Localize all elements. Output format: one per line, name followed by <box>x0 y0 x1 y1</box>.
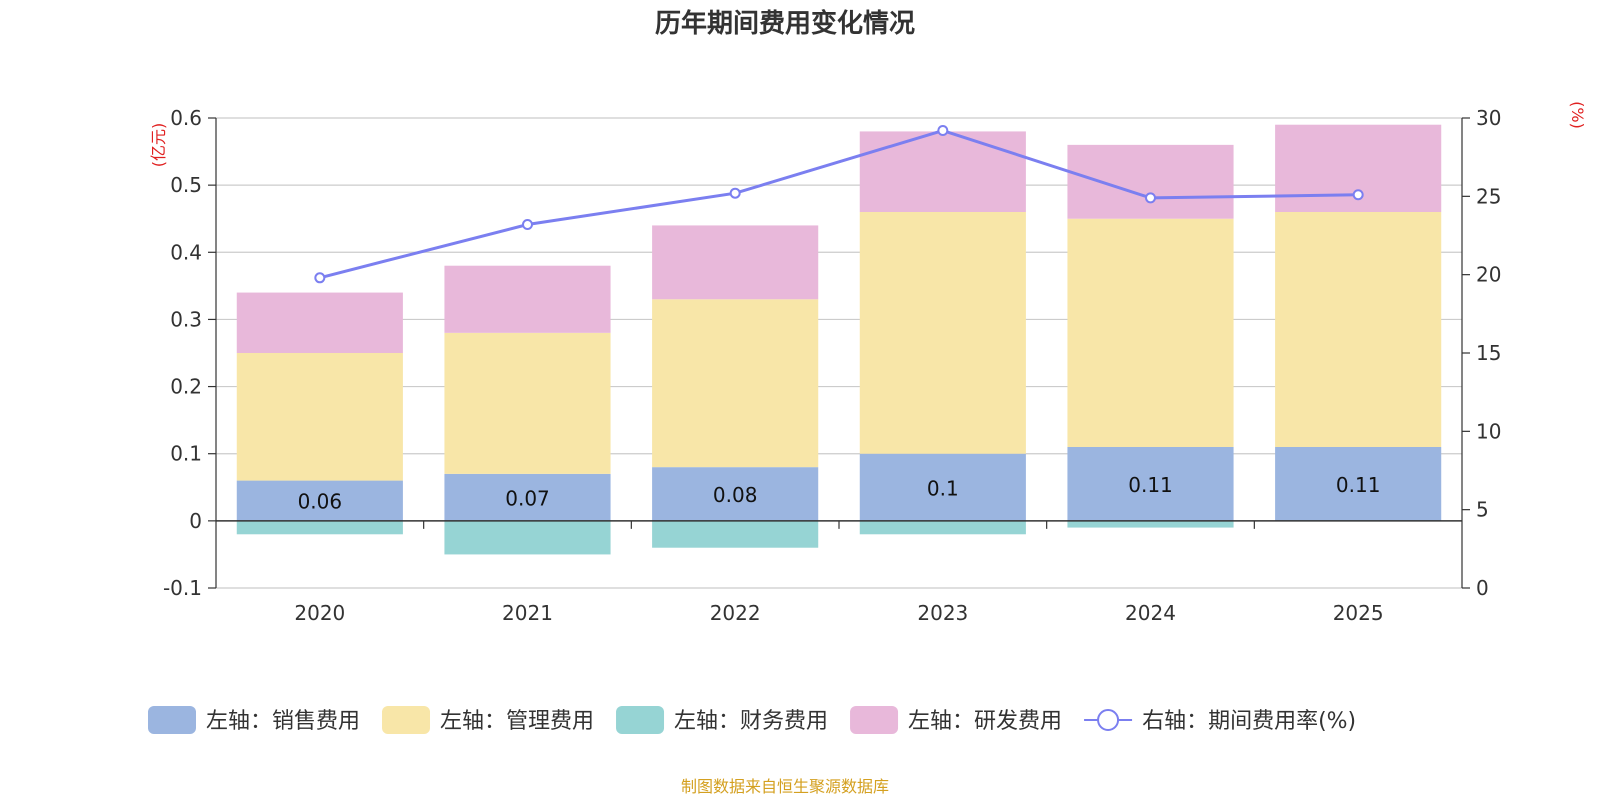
line-point <box>1145 192 1156 204</box>
bar-左轴：研发费用-2021 <box>444 265 611 333</box>
bar-左轴：销售费用-2024 <box>1067 447 1234 521</box>
line-point <box>937 125 949 137</box>
bar-左轴：研发费用-2020 <box>236 292 403 353</box>
data-label: 0.07 <box>505 486 550 510</box>
data-label: 0.08 <box>713 483 758 507</box>
right-axis-tick-label: 5 <box>1476 498 1489 522</box>
data-label: 0.11 <box>1336 473 1381 497</box>
left-axis-tick-label: 0.1 <box>170 442 202 466</box>
bar-左轴：管理费用-2025 <box>1275 212 1442 447</box>
bar-左轴：财务费用-2022 <box>652 520 819 548</box>
legend: 左轴：销售费用 左轴：管理费用 左轴：财务费用 左轴：研发费用 右轴：期间费用率(%) <box>148 706 1356 734</box>
right-axis-tick-label: 0 <box>1476 576 1489 600</box>
bar-左轴：管理费用-2020 <box>236 353 403 481</box>
x-axis-tick-label: 2024 <box>1125 601 1176 625</box>
x-axis-tick-label: 2023 <box>917 601 968 625</box>
left-axis-tick-label: 0.5 <box>170 173 202 197</box>
bar-左轴：销售费用-2021 <box>444 473 611 521</box>
bar-左轴：研发费用-2022 <box>652 225 819 300</box>
data-labels: 0.06 0.07 0.08 0.1 0.11 0.11 <box>298 473 1381 514</box>
right-axis-tick-label: 20 <box>1476 263 1501 287</box>
bar-左轴：销售费用-2020 <box>236 480 403 521</box>
legend-swatch <box>616 706 665 734</box>
bar-左轴：研发费用-2024 <box>1067 144 1234 219</box>
legend-swatch <box>148 706 196 734</box>
chart-title: 历年期间费用变化情况 <box>655 8 915 39</box>
bar-series-group <box>236 124 1442 555</box>
data-label: 0.11 <box>1128 473 1173 497</box>
x-axis-tick-label: 2022 <box>710 601 761 625</box>
legend-label: 左轴：财务费用 <box>674 709 828 734</box>
bar-左轴：财务费用-2023 <box>859 520 1026 535</box>
x-axis-tick-label: 2025 <box>1333 601 1384 625</box>
bar-左轴：财务费用-2021 <box>444 520 611 555</box>
x-axis-tick-label: 2021 <box>502 601 553 625</box>
bar-左轴：研发费用-2023 <box>859 131 1026 212</box>
bar-左轴：销售费用-2023 <box>859 453 1026 521</box>
bar-左轴：管理费用-2023 <box>859 212 1026 454</box>
right-axis-tick-label: 10 <box>1476 419 1501 443</box>
line-point <box>314 272 326 284</box>
left-axis-tick-label: -0.1 <box>163 576 202 600</box>
legend-label: 左轴：管理费用 <box>440 709 594 734</box>
source-note: 制图数据来自恒生聚源数据库 <box>681 777 889 796</box>
line-series-group <box>314 125 1364 284</box>
right-axis-tick-label: 25 <box>1476 184 1501 208</box>
bar-左轴：销售费用-2022 <box>652 467 819 521</box>
bar-左轴：管理费用-2022 <box>652 299 819 468</box>
right-axis-tick-label: 30 <box>1476 106 1501 130</box>
bar-左轴：销售费用-2025 <box>1275 447 1442 521</box>
left-axis-unit: (亿元) <box>149 123 168 168</box>
left-axis-tick-label: 0.3 <box>170 307 202 331</box>
bar-左轴：管理费用-2021 <box>444 332 611 474</box>
legend-label: 右轴：期间费用率(%) <box>1142 709 1356 734</box>
legend-label: 左轴：研发费用 <box>908 709 1062 734</box>
bar-左轴：管理费用-2024 <box>1067 218 1234 447</box>
line-point <box>729 187 741 199</box>
x-axis-tick-label: 2020 <box>294 601 345 625</box>
left-axis-tick-label: 0 <box>189 509 202 533</box>
left-axis-tick-label: 0.4 <box>170 240 202 264</box>
left-axis-tick-label: 0.6 <box>170 106 202 130</box>
right-axis-tick-label: 15 <box>1476 341 1501 365</box>
legend-swatch <box>850 706 899 734</box>
right-axis-unit: (%) <box>1568 101 1587 129</box>
bar-左轴：财务费用-2020 <box>236 520 403 535</box>
line-point <box>1352 189 1364 201</box>
legend-swatch <box>382 706 431 734</box>
bar-左轴：财务费用-2024 <box>1067 520 1234 528</box>
data-label: 0.1 <box>927 476 959 500</box>
left-axis-tick-label: 0.2 <box>170 375 202 399</box>
legend-label: 左轴：销售费用 <box>206 709 360 734</box>
line-point <box>522 219 533 231</box>
line-右轴：期间费用率(%) <box>319 128 1359 280</box>
legend-swatch-marker <box>1097 709 1120 731</box>
data-label: 0.06 <box>298 490 343 514</box>
